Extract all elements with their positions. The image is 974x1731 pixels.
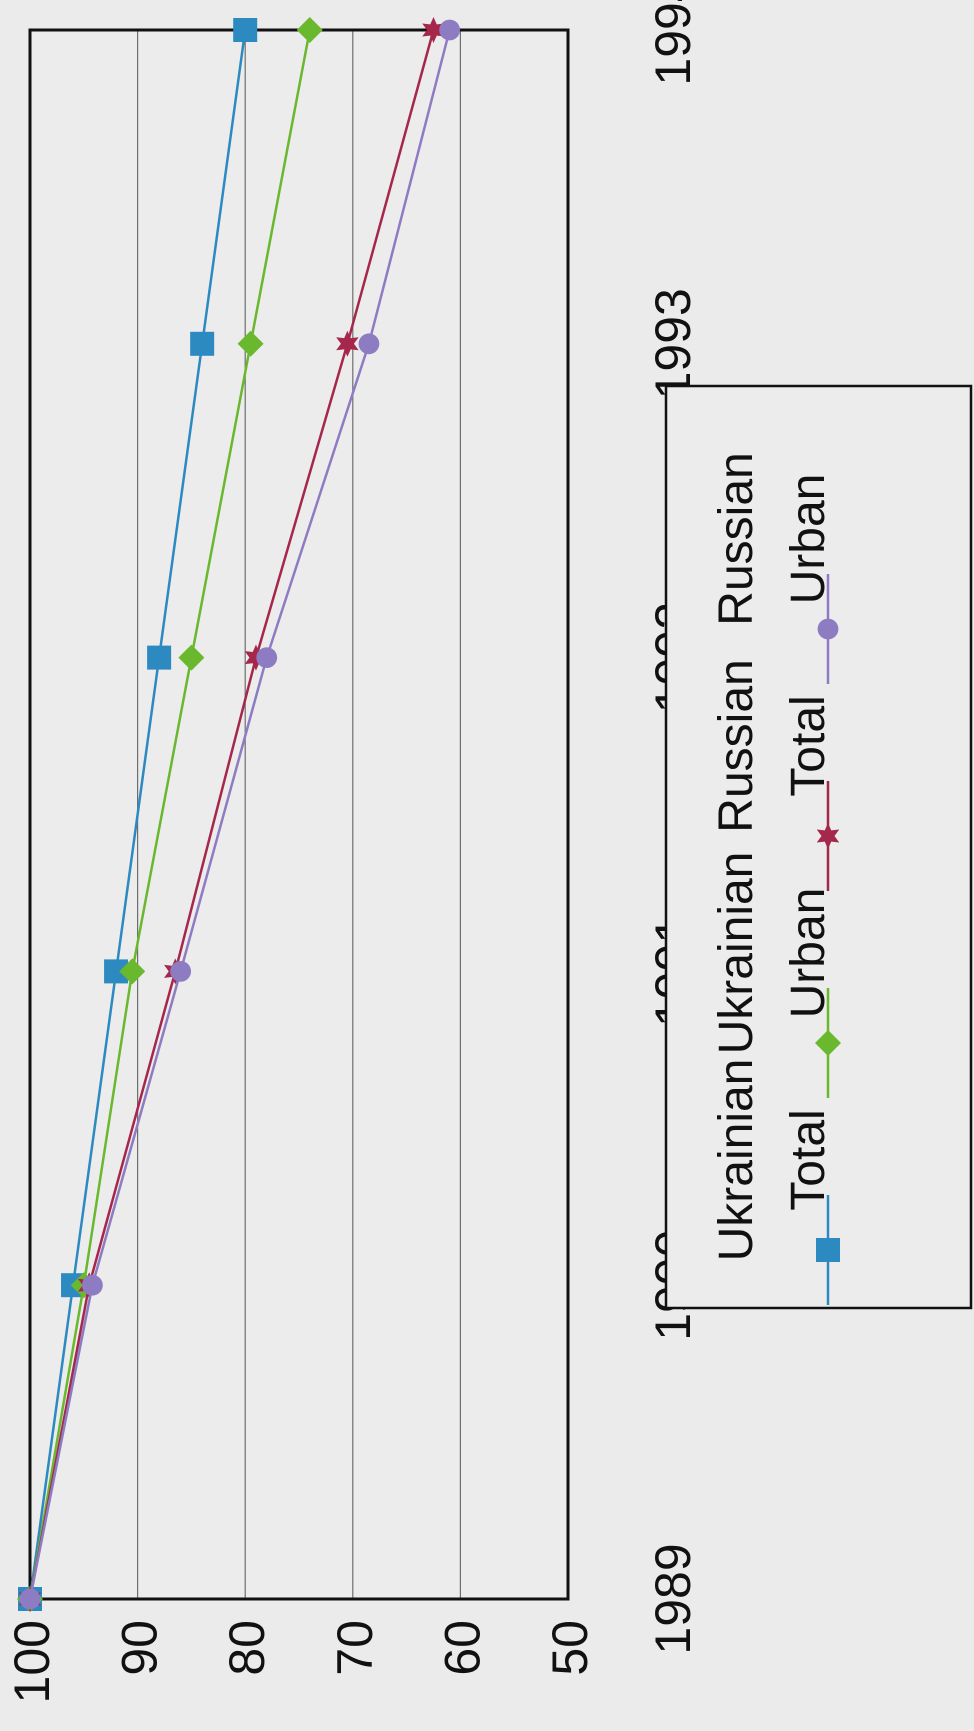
legend-label: Russian: [710, 659, 763, 832]
data-point-3-1994: [439, 19, 461, 41]
data-point-2-1992: [244, 644, 268, 671]
legend-entry-1: Ukrainian Urban: [710, 852, 841, 1098]
legend-marker: [816, 1238, 840, 1262]
series-line-2: [28, 29, 435, 1600]
data-point-3-1992: [256, 647, 278, 668]
legend-label: Urban: [782, 474, 835, 605]
legend-marker: [816, 823, 840, 849]
data-point-1-1992: [178, 644, 205, 671]
plot-background: [30, 30, 568, 1599]
series-line-0: [28, 29, 247, 1600]
data-point-1-1994: [296, 17, 323, 43]
x-tick-label: 1989: [645, 1543, 701, 1654]
data-point-1-1993: [237, 330, 264, 357]
data-point-2-1994: [422, 17, 445, 43]
data-point-0-1994: [233, 18, 258, 42]
y-tick-label: 80: [219, 1620, 275, 1676]
series-line-3: [28, 29, 451, 1600]
data-point-3-1991: [170, 961, 192, 982]
y-tick-label: 70: [327, 1620, 383, 1676]
y-tick-label: 60: [434, 1620, 490, 1676]
data-point-2-1993: [336, 330, 359, 357]
series-line-1: [28, 29, 312, 1600]
legend-box: [664, 384, 973, 1310]
plot-area: [17, 17, 570, 1612]
legend-label: Ukrainian: [710, 1059, 763, 1262]
legend-marker: [817, 618, 839, 640]
legend-label: Total: [782, 1109, 835, 1210]
legend: Ukrainian Total Ukrainian Urban Russian Total…: [664, 384, 973, 1310]
y-tick-label: 100: [4, 1620, 60, 1703]
x-tick-label: 1994: [645, 0, 701, 86]
data-point-3-1989: [19, 1588, 41, 1610]
legend-label: Total: [782, 695, 835, 796]
legend-label: Ukrainian: [710, 852, 763, 1055]
x-tick-label: 1993: [645, 288, 701, 399]
legend-entry-3: Russian Urban: [710, 452, 839, 684]
data-point-0-1992: [147, 645, 172, 670]
data-point-3-1990: [82, 1274, 103, 1296]
legend-label: Russian: [710, 452, 763, 625]
data-point-0-1993: [190, 331, 215, 356]
legend-entry-0: Ukrainian Total: [710, 1059, 840, 1305]
y-tick-label: 50: [542, 1620, 598, 1676]
data-point-3-1993: [358, 333, 380, 355]
y-tick-label: 90: [112, 1620, 168, 1676]
legend-label: Urban: [782, 888, 835, 1019]
legend-entry-2: Russian Total: [710, 659, 840, 891]
data-point-1-1991: [119, 958, 146, 985]
legend-marker: [815, 1030, 841, 1056]
